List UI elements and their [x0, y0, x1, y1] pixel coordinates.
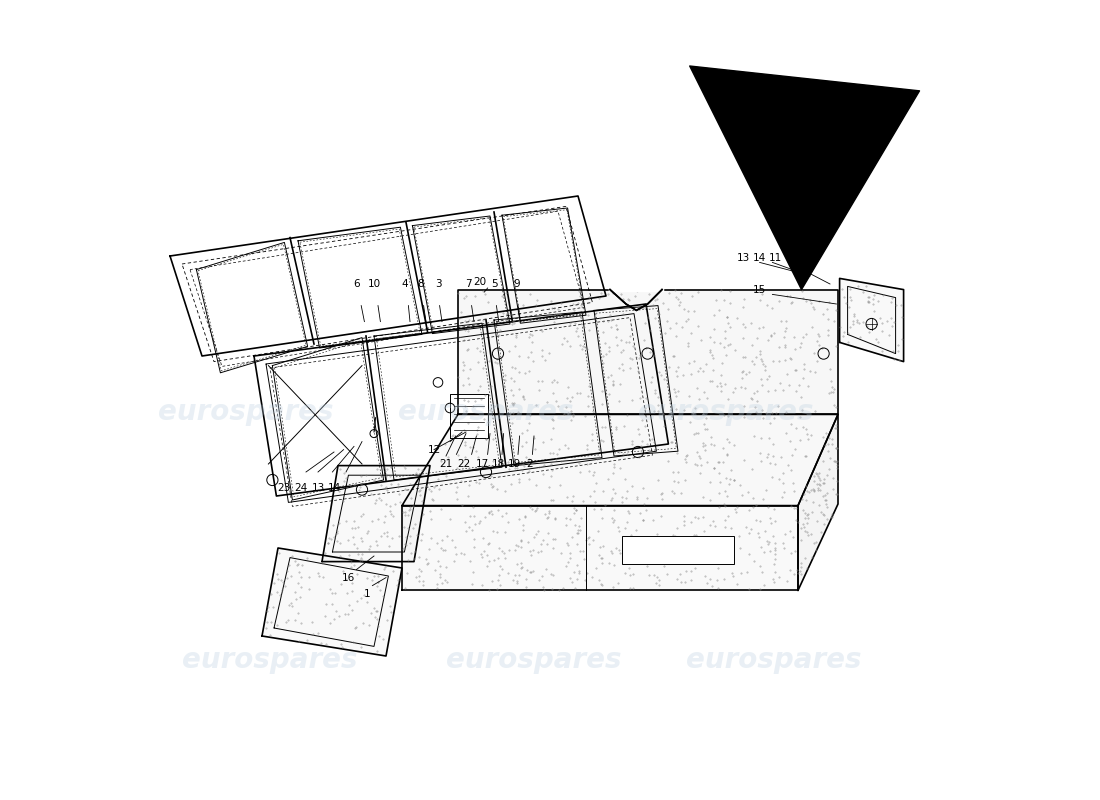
Text: 12: 12 — [428, 445, 441, 454]
Text: eurospares: eurospares — [638, 398, 814, 426]
Text: 8: 8 — [417, 279, 424, 289]
Text: 20: 20 — [473, 277, 486, 286]
Text: 10: 10 — [367, 279, 381, 289]
Text: eurospares: eurospares — [447, 646, 622, 674]
Text: 1: 1 — [364, 589, 371, 598]
Polygon shape — [262, 548, 402, 656]
Text: 23: 23 — [277, 483, 290, 493]
Text: 17: 17 — [475, 459, 488, 469]
Text: 14: 14 — [754, 253, 767, 262]
Text: 2: 2 — [527, 459, 534, 469]
Text: 22: 22 — [456, 459, 470, 469]
Text: 3: 3 — [434, 279, 441, 289]
Text: eurospares: eurospares — [158, 398, 333, 426]
Text: 13: 13 — [737, 253, 750, 262]
Polygon shape — [450, 394, 487, 438]
Text: eurospares: eurospares — [398, 398, 574, 426]
Polygon shape — [402, 506, 798, 590]
Text: 13: 13 — [311, 483, 324, 493]
Text: 7: 7 — [465, 279, 472, 289]
Text: 14: 14 — [328, 483, 341, 493]
Text: 15: 15 — [754, 285, 767, 294]
Bar — [621, 536, 734, 564]
Text: 6: 6 — [353, 279, 360, 289]
Text: 18: 18 — [492, 459, 505, 469]
Text: 16: 16 — [342, 573, 355, 582]
Text: 9: 9 — [513, 279, 519, 289]
Text: 11: 11 — [769, 253, 782, 262]
Polygon shape — [322, 466, 430, 562]
Text: eurospares: eurospares — [686, 646, 861, 674]
Text: 4: 4 — [402, 279, 408, 289]
Text: 24: 24 — [294, 483, 307, 493]
Polygon shape — [839, 278, 903, 362]
Text: eurospares: eurospares — [183, 646, 358, 674]
Text: 19: 19 — [507, 459, 520, 469]
Text: 5: 5 — [491, 279, 497, 289]
Text: 21: 21 — [439, 459, 452, 469]
Polygon shape — [458, 290, 838, 414]
Polygon shape — [402, 414, 838, 506]
Polygon shape — [798, 414, 838, 590]
